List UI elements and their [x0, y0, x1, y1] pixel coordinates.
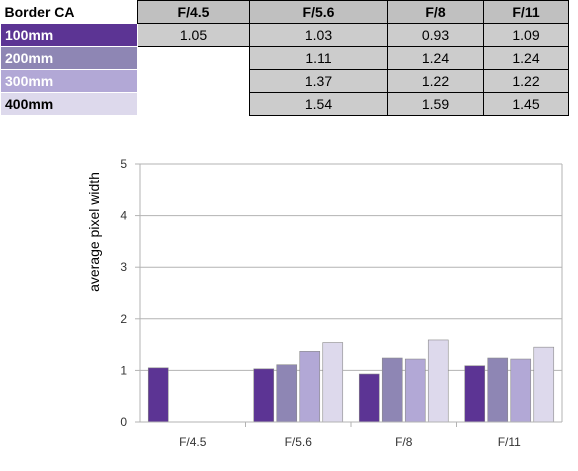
bar — [487, 357, 509, 423]
x-tick-label: F/8 — [395, 435, 413, 449]
x-tick-label: F/5.6 — [285, 435, 313, 449]
bar — [299, 351, 321, 423]
table-cell: 1.03 — [249, 23, 388, 47]
column-header: F/8 — [387, 0, 484, 24]
x-tick-label: F/11 — [498, 435, 521, 449]
y-tick-label: 1 — [120, 363, 127, 377]
table-cell-empty — [137, 92, 250, 116]
table-row: 100mm 1.05 1.03 0.93 1.09 — [0, 23, 569, 47]
y-tick-label: 0 — [120, 415, 127, 429]
y-tick-label: 2 — [120, 312, 127, 326]
table-cell: 1.45 — [483, 92, 569, 116]
bar-layer — [147, 339, 555, 423]
table-cell: 1.22 — [483, 69, 569, 93]
data-table: Border CA F/4.5 F/5.6 F/8 F/11 100mm 1.05… — [0, 0, 569, 116]
table-cell: 1.09 — [483, 23, 569, 47]
table-cell-empty — [137, 69, 250, 93]
bar — [253, 368, 275, 423]
table-body: 100mm 1.05 1.03 0.93 1.09 200mm 1.11 1.24 1.24 30… — [0, 23, 569, 116]
bar — [404, 358, 426, 423]
bar — [510, 358, 532, 423]
bar — [147, 367, 169, 423]
x-tick-label: F/4.5 — [179, 435, 207, 449]
column-header: F/4.5 — [137, 0, 250, 24]
bar — [427, 339, 449, 423]
bar — [322, 342, 344, 423]
bar — [464, 365, 486, 423]
row-header: 400mm — [0, 92, 138, 116]
table-row: 300mm 1.37 1.22 1.22 — [0, 69, 569, 93]
y-tick-label: 5 — [120, 157, 127, 171]
table-corner-label: Border CA — [0, 0, 138, 24]
table-cell: 1.24 — [483, 46, 569, 70]
row-header: 100mm — [0, 23, 138, 47]
axis-layer: 0 1 2 3 4 5 F/4.5 F/5.6 F/8 F/11 — [120, 157, 563, 449]
table-cell-empty — [137, 46, 250, 70]
table-cell: 1.05 — [137, 23, 250, 47]
bar — [533, 346, 555, 423]
bar — [381, 357, 403, 423]
table-row: 400mm 1.54 1.59 1.45 — [0, 92, 569, 116]
bar — [276, 364, 298, 423]
table-cell: 1.22 — [387, 69, 484, 93]
table-cell: 1.59 — [387, 92, 484, 116]
y-tick-label: 3 — [120, 260, 127, 274]
y-tick-label: 4 — [120, 209, 127, 223]
table-cell: 0.93 — [387, 23, 484, 47]
row-header: 300mm — [0, 69, 138, 93]
bar — [358, 373, 380, 423]
y-axis-title: average pixel width — [86, 172, 102, 292]
row-header: 200mm — [0, 46, 138, 70]
table-cell: 1.37 — [249, 69, 388, 93]
